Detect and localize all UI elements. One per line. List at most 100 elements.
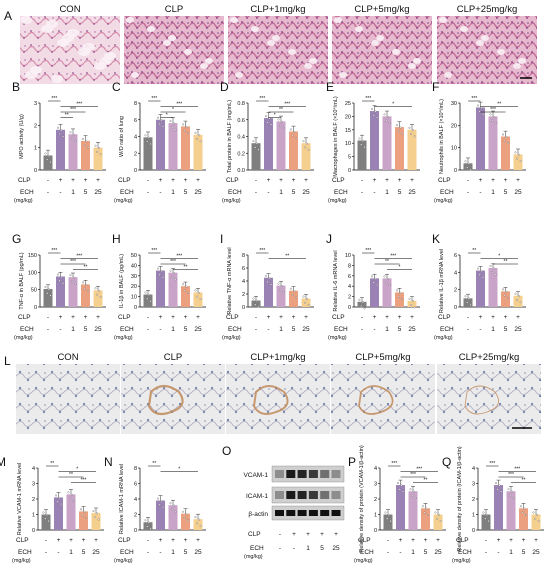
clp-sign: -	[467, 177, 469, 184]
panel-letter-g: G	[12, 232, 21, 246]
alveolus	[444, 72, 452, 78]
data-point	[254, 303, 257, 306]
clp-label: CLP	[226, 314, 239, 321]
clp-sign: -	[47, 314, 49, 321]
sig-label: ***	[416, 467, 422, 473]
clp-sign: -	[147, 177, 149, 184]
bar	[357, 301, 367, 307]
data-point	[436, 517, 439, 520]
data-point	[144, 291, 147, 294]
ech-unit: (mg/kg)	[434, 335, 453, 341]
bar	[193, 134, 203, 170]
data-point	[384, 511, 387, 514]
data-point	[293, 290, 296, 293]
panel-letter-e: E	[326, 80, 334, 94]
clp-sign: +	[479, 314, 483, 321]
sig-label: ***	[259, 248, 265, 254]
clp-sign: -	[255, 177, 257, 184]
clp-sign: +	[292, 314, 296, 321]
bar	[519, 508, 528, 530]
vessel-stain	[358, 385, 394, 415]
clp-sign: -	[255, 314, 257, 321]
clp-sign: -	[485, 537, 487, 544]
data-point	[374, 277, 377, 280]
data-point	[149, 142, 152, 145]
bar	[81, 284, 90, 307]
data-point	[270, 123, 273, 126]
data-point	[482, 511, 485, 514]
ech-dose: 25	[94, 189, 102, 196]
data-point	[257, 306, 260, 309]
sig-label: *	[399, 265, 401, 271]
data-point	[398, 488, 401, 491]
sig-label: *	[178, 467, 180, 473]
data-point	[492, 115, 495, 118]
data-point	[466, 301, 469, 304]
data-point	[434, 511, 437, 514]
data-point	[280, 285, 283, 287]
data-point	[478, 110, 481, 113]
sig-label: ***	[151, 96, 157, 102]
clp-label: CLP	[438, 314, 451, 321]
data-point	[197, 291, 200, 294]
y-axis-label: Relative density of protein (ICAM-1/β-ac…	[457, 446, 463, 551]
sig-label: **	[84, 265, 88, 271]
ech-dose: -	[467, 326, 469, 333]
sig-label: **	[152, 461, 156, 467]
blot-label: β-actin	[248, 511, 268, 518]
clp-sign: +	[196, 314, 200, 321]
ech-dose: -	[387, 549, 389, 556]
ech-dose: -	[479, 189, 481, 196]
data-point	[385, 281, 388, 284]
ech-unit: (mg/kg)	[222, 335, 241, 341]
data-point	[396, 289, 398, 292]
data-point	[46, 158, 49, 161]
data-point	[147, 521, 150, 524]
he-title: CLP+1mg/kg	[250, 4, 305, 15]
data-point	[146, 140, 149, 143]
y-tick-label: 0.8	[237, 101, 245, 107]
data-point	[169, 120, 172, 123]
bar	[531, 514, 541, 530]
bar	[251, 300, 261, 307]
sig-label: ***	[170, 259, 176, 265]
clp-sign: +	[534, 537, 538, 544]
sig-label: **	[279, 107, 283, 113]
data-point	[183, 129, 186, 132]
y-tick-label: 15	[345, 128, 351, 134]
ech-unit: (mg/kg)	[354, 558, 373, 564]
alveolus	[251, 26, 259, 32]
sig-label: **	[504, 259, 508, 265]
ech-dose: 5	[84, 326, 88, 333]
data-point	[144, 134, 147, 137]
ech-dose: 5	[292, 326, 296, 333]
y-tick-label: 25	[345, 101, 351, 107]
y-tick-label: 0	[374, 528, 377, 534]
ech-dose: -	[147, 549, 149, 556]
ech-label: ECH	[334, 326, 348, 333]
panel-letter-k: K	[432, 232, 440, 246]
y-tick-label: 10	[131, 295, 137, 301]
ech-dose: 5	[320, 545, 324, 552]
ech-unit: (mg/kg)	[114, 198, 133, 204]
y-tick-label: 3	[472, 482, 475, 488]
data-point	[510, 490, 513, 493]
alveolus	[304, 63, 312, 69]
data-point	[422, 505, 424, 508]
clp-label: CLP	[226, 177, 239, 184]
data-point	[147, 293, 150, 296]
data-point	[517, 295, 520, 298]
data-point	[158, 273, 161, 276]
bar	[501, 136, 510, 170]
ech-dose: -	[373, 189, 375, 196]
y-tick-label: 2	[134, 151, 137, 157]
clp-sign: +	[96, 314, 100, 321]
sig-label: **	[50, 461, 54, 467]
y-axis-label: Relative IL-1β mRNA level	[439, 249, 445, 313]
data-point	[187, 291, 190, 294]
y-tick-label: 0	[454, 168, 457, 174]
